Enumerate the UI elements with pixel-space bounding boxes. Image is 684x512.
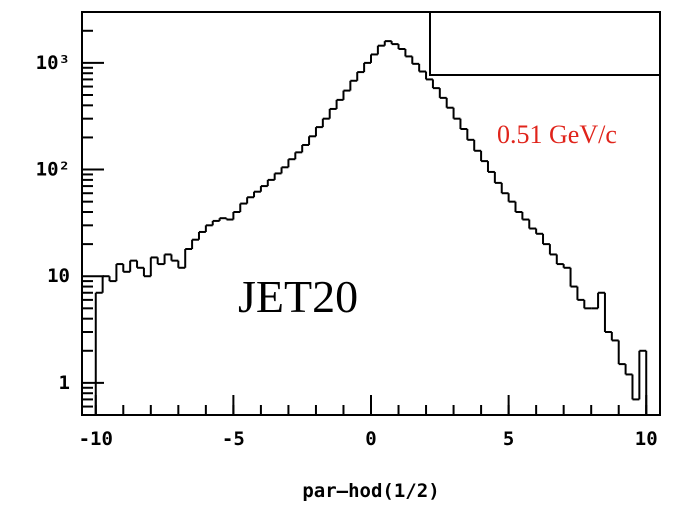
annotation: 0.51 GeV/c — [497, 120, 617, 149]
x-tick-label: -10 — [79, 428, 113, 450]
x-tick-label: 10 — [635, 428, 658, 450]
y-tick-label: 10 — [47, 265, 70, 287]
x-tick-label: -5 — [222, 428, 245, 450]
y-tick-label: 10³ — [36, 52, 70, 74]
x-tick-label: 5 — [503, 428, 514, 450]
annotation: JET20 — [238, 271, 358, 322]
x-tick-label: 0 — [365, 428, 376, 450]
y-tick-label: 10² — [36, 159, 70, 181]
y-tick-label: 1 — [59, 372, 70, 394]
stats-box — [429, 11, 661, 76]
x-axis-label: par—hod(1/2) — [302, 480, 439, 502]
